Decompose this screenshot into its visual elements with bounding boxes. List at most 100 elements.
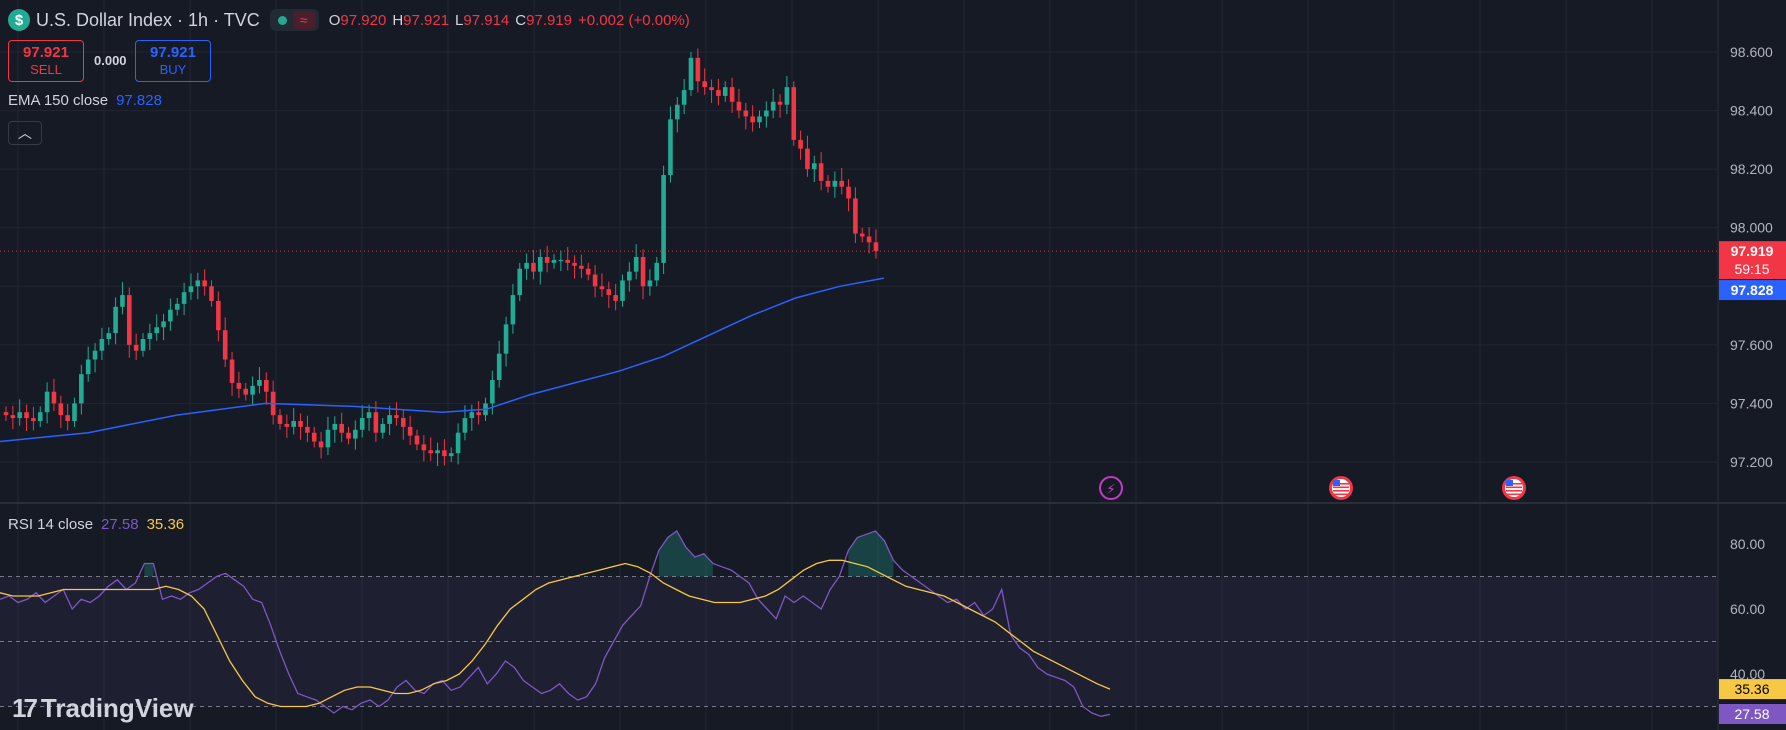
candle-body[interactable] (168, 309, 173, 322)
candle-body[interactable] (791, 87, 797, 140)
event-markers[interactable]: ⚡ (1099, 476, 1526, 500)
candle-body[interactable] (44, 391, 50, 413)
candle-body[interactable] (133, 344, 139, 351)
candle-body[interactable] (579, 265, 584, 269)
candle-body[interactable] (490, 380, 495, 404)
candle-body[interactable] (551, 259, 557, 263)
candle-body[interactable] (839, 180, 844, 187)
candle-body[interactable] (339, 423, 344, 433)
candle-body[interactable] (106, 333, 112, 339)
candle-body[interactable] (812, 163, 817, 170)
candle-body[interactable] (202, 280, 207, 287)
candle-body[interactable] (764, 110, 769, 117)
candle-body[interactable] (462, 418, 468, 433)
candle-body[interactable] (421, 444, 427, 451)
candle-body[interactable] (359, 418, 365, 430)
candle-body[interactable] (757, 116, 762, 123)
candle-body[interactable] (469, 412, 475, 419)
candle-body[interactable] (17, 412, 22, 419)
candle-body[interactable] (222, 330, 228, 360)
candle-body[interactable] (37, 412, 43, 421)
candle-body[interactable] (236, 382, 242, 389)
candle-body[interactable] (58, 403, 64, 416)
candle-body[interactable] (853, 198, 858, 234)
candle-body[interactable] (264, 380, 269, 392)
candle-body[interactable] (873, 242, 879, 252)
lightning-event-icon[interactable]: ⚡ (1099, 476, 1123, 500)
candle-body[interactable] (784, 87, 790, 105)
candle-body[interactable] (503, 324, 509, 354)
symbol-title[interactable]: U.S. Dollar Index · 1h · TVC (36, 9, 260, 30)
candle-body[interactable] (647, 280, 653, 287)
candle-body[interactable] (366, 412, 372, 419)
rsi-legend[interactable]: RSI 14 close 27.58 35.36 (8, 516, 184, 533)
candle-body[interactable] (387, 415, 392, 424)
candle-body[interactable] (79, 374, 84, 404)
candle-body[interactable] (476, 412, 481, 416)
us-flag-event-icon[interactable] (1329, 476, 1353, 500)
candle-body[interactable] (284, 423, 290, 427)
candle-body[interactable] (113, 306, 118, 334)
market-status[interactable]: ≈ (269, 9, 319, 31)
candle-body[interactable] (407, 426, 413, 436)
candle-body[interactable] (65, 415, 70, 421)
candle-body[interactable] (565, 259, 570, 263)
candle-body[interactable] (181, 292, 187, 304)
candle-body[interactable] (147, 333, 153, 339)
candle-body[interactable] (599, 286, 605, 290)
candle-body[interactable] (10, 415, 16, 419)
candle-body[interactable] (743, 110, 749, 117)
candle-body[interactable] (305, 426, 310, 433)
candle-body[interactable] (531, 262, 536, 272)
candle-body[interactable] (688, 57, 694, 91)
candle-body[interactable] (353, 429, 358, 439)
candle-body[interactable] (92, 350, 98, 360)
sell-button[interactable]: 97.921 SELL (8, 40, 84, 82)
candle-body[interactable] (325, 429, 331, 448)
candle-body[interactable] (592, 274, 598, 287)
candle-body[interactable] (161, 321, 166, 328)
candle-body[interactable] (798, 139, 803, 149)
candle-body[interactable] (435, 450, 440, 454)
candle-body[interactable] (702, 81, 707, 88)
candle-body[interactable] (373, 412, 379, 433)
candle-body[interactable] (736, 101, 742, 111)
candle-body[interactable] (257, 380, 262, 386)
candle-body[interactable] (627, 271, 632, 281)
price-axis[interactable]: 98.600 98.400 98.200 98.000 97.600 97.400 97.2… (1719, 44, 1786, 724)
candle-body[interactable] (298, 421, 303, 427)
candle-body[interactable] (318, 441, 324, 448)
candle-body[interactable] (825, 180, 831, 187)
candle-body[interactable] (777, 101, 783, 105)
candle-body[interactable] (401, 418, 406, 427)
ema-legend[interactable]: EMA 150 close 97.828 (8, 92, 162, 109)
candle-body[interactable] (85, 359, 91, 375)
candle-body[interactable] (209, 286, 214, 301)
candle-body[interactable] (750, 116, 755, 123)
candle-body[interactable] (661, 175, 666, 263)
candle-body[interactable] (277, 415, 283, 424)
candle-body[interactable] (681, 90, 687, 105)
candle-body[interactable] (229, 359, 235, 383)
candle-body[interactable] (558, 259, 564, 262)
candle-body[interactable] (613, 295, 618, 301)
candle-body[interactable] (620, 280, 625, 301)
candle-body[interactable] (818, 163, 824, 181)
candle-body[interactable] (770, 101, 776, 111)
candle-body[interactable] (722, 87, 728, 96)
candle-body[interactable] (127, 295, 132, 345)
candle-body[interactable] (72, 403, 77, 421)
candle-body[interactable] (859, 233, 865, 237)
candle-body[interactable] (120, 295, 125, 307)
candle-body[interactable] (99, 339, 105, 351)
candle-body[interactable] (517, 268, 523, 296)
candle-body[interactable] (243, 388, 249, 395)
candle-body[interactable] (716, 90, 721, 96)
candle-body[interactable] (695, 57, 701, 82)
candle-body[interactable] (729, 87, 735, 102)
candle-body[interactable] (866, 236, 872, 243)
rsi-pane[interactable] (0, 530, 1718, 717)
candle-body[interactable] (538, 257, 543, 272)
candle-body[interactable] (174, 303, 180, 310)
tradingview-logo[interactable]: 17 TradingView (12, 693, 194, 724)
